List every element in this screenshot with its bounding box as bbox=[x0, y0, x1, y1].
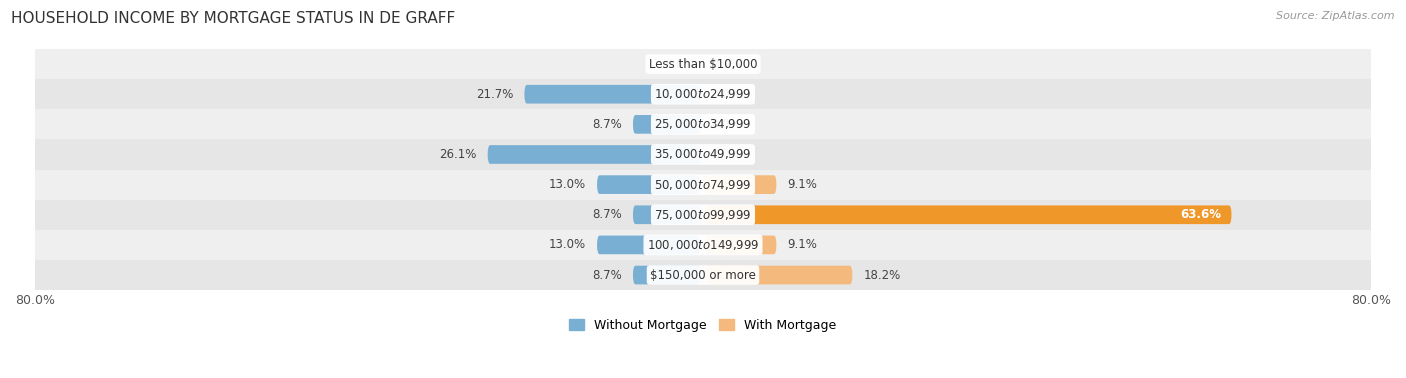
Bar bbox=[35, 79, 1371, 109]
Text: 63.6%: 63.6% bbox=[1181, 208, 1222, 221]
Text: 0.0%: 0.0% bbox=[711, 118, 741, 131]
FancyBboxPatch shape bbox=[633, 205, 700, 224]
Text: $35,000 to $49,999: $35,000 to $49,999 bbox=[654, 147, 752, 161]
Text: 8.7%: 8.7% bbox=[592, 268, 621, 282]
Text: 0.0%: 0.0% bbox=[665, 57, 695, 71]
Bar bbox=[35, 230, 1371, 260]
Text: 0.0%: 0.0% bbox=[711, 57, 741, 71]
Text: Less than $10,000: Less than $10,000 bbox=[648, 57, 758, 71]
Text: Source: ZipAtlas.com: Source: ZipAtlas.com bbox=[1277, 11, 1395, 21]
Text: 13.0%: 13.0% bbox=[548, 178, 586, 191]
Text: $150,000 or more: $150,000 or more bbox=[650, 268, 756, 282]
Text: 18.2%: 18.2% bbox=[863, 268, 901, 282]
FancyBboxPatch shape bbox=[524, 85, 700, 104]
Text: 8.7%: 8.7% bbox=[592, 118, 621, 131]
Text: 26.1%: 26.1% bbox=[439, 148, 477, 161]
Text: 21.7%: 21.7% bbox=[477, 88, 513, 101]
Text: $50,000 to $74,999: $50,000 to $74,999 bbox=[654, 178, 752, 192]
Text: 9.1%: 9.1% bbox=[787, 239, 817, 251]
FancyBboxPatch shape bbox=[706, 205, 1232, 224]
Bar bbox=[35, 170, 1371, 200]
Text: 13.0%: 13.0% bbox=[548, 239, 586, 251]
Text: $10,000 to $24,999: $10,000 to $24,999 bbox=[654, 87, 752, 101]
Bar bbox=[35, 260, 1371, 290]
Text: 8.7%: 8.7% bbox=[592, 208, 621, 221]
Text: $100,000 to $149,999: $100,000 to $149,999 bbox=[647, 238, 759, 252]
Text: HOUSEHOLD INCOME BY MORTGAGE STATUS IN DE GRAFF: HOUSEHOLD INCOME BY MORTGAGE STATUS IN D… bbox=[11, 11, 456, 26]
Text: 0.0%: 0.0% bbox=[711, 88, 741, 101]
Bar bbox=[35, 109, 1371, 139]
FancyBboxPatch shape bbox=[706, 235, 776, 254]
Text: $25,000 to $34,999: $25,000 to $34,999 bbox=[654, 117, 752, 132]
FancyBboxPatch shape bbox=[706, 175, 776, 194]
FancyBboxPatch shape bbox=[633, 266, 700, 284]
FancyBboxPatch shape bbox=[633, 115, 700, 134]
Legend: Without Mortgage, With Mortgage: Without Mortgage, With Mortgage bbox=[564, 314, 842, 337]
Text: 9.1%: 9.1% bbox=[787, 178, 817, 191]
Text: 0.0%: 0.0% bbox=[711, 148, 741, 161]
Bar bbox=[35, 139, 1371, 170]
Text: $75,000 to $99,999: $75,000 to $99,999 bbox=[654, 208, 752, 222]
FancyBboxPatch shape bbox=[488, 145, 700, 164]
Bar bbox=[35, 200, 1371, 230]
FancyBboxPatch shape bbox=[706, 266, 852, 284]
FancyBboxPatch shape bbox=[598, 175, 700, 194]
Bar bbox=[35, 49, 1371, 79]
FancyBboxPatch shape bbox=[598, 235, 700, 254]
